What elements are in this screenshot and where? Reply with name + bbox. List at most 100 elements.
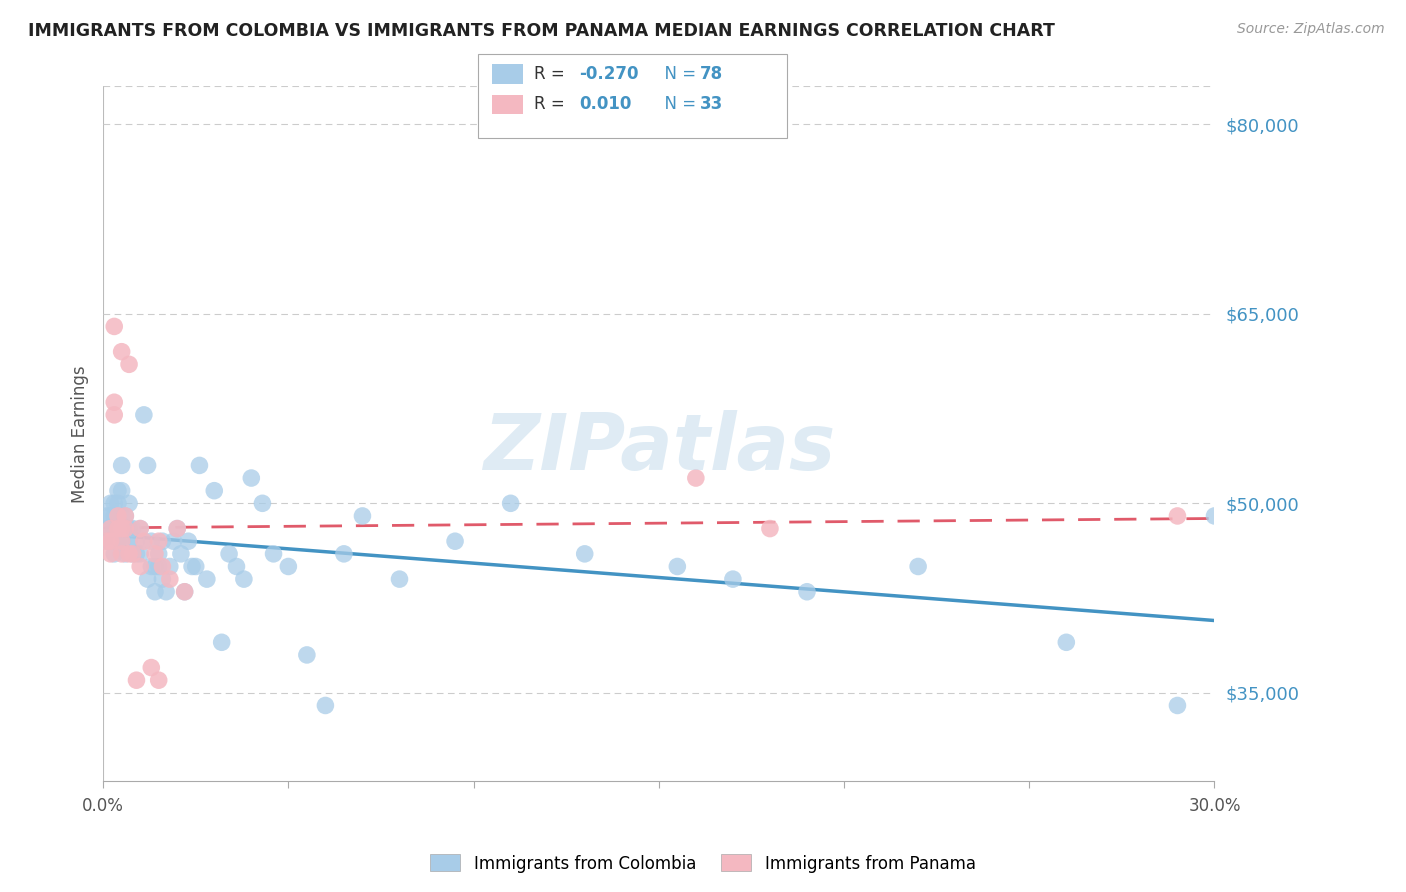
Point (499, 496, 522, 510)
Point (159, 572, 181, 586)
Point (103, 508, 125, 523)
Point (907, 559, 929, 574)
Text: 78: 78 (700, 65, 723, 83)
Point (114, 508, 136, 523)
Point (100, 508, 122, 523)
Point (111, 508, 134, 523)
Point (125, 534, 148, 549)
Point (685, 471, 707, 485)
Point (107, 522, 129, 536)
Point (118, 547, 141, 561)
Point (118, 496, 141, 510)
Point (1166, 508, 1188, 523)
Point (143, 547, 166, 561)
Point (114, 522, 136, 536)
Point (166, 522, 188, 536)
Point (96, 508, 118, 523)
Point (184, 559, 207, 574)
Point (141, 559, 163, 574)
Point (100, 534, 122, 549)
Point (100, 496, 122, 510)
Point (152, 559, 174, 574)
Point (152, 534, 174, 549)
Text: R =: R = (534, 95, 575, 113)
Point (143, 559, 166, 574)
Point (759, 522, 782, 536)
Point (225, 559, 247, 574)
Point (129, 559, 152, 574)
Point (107, 483, 129, 498)
Point (114, 547, 136, 561)
Point (107, 522, 129, 536)
Point (444, 534, 467, 549)
Text: R =: R = (534, 65, 571, 83)
Point (121, 547, 143, 561)
Point (388, 572, 411, 586)
Point (100, 522, 122, 536)
Point (148, 673, 170, 688)
Y-axis label: Median Earnings: Median Earnings (72, 365, 89, 502)
Point (96, 522, 118, 536)
Text: 33: 33 (700, 95, 724, 113)
Point (121, 522, 143, 536)
Text: N =: N = (654, 65, 702, 83)
Point (136, 572, 159, 586)
Point (111, 483, 134, 498)
Legend: Immigrants from Colombia, Immigrants from Panama: Immigrants from Colombia, Immigrants fro… (423, 847, 983, 880)
Point (721, 572, 744, 586)
Text: 0.010: 0.010 (579, 95, 631, 113)
Point (118, 522, 141, 536)
Point (129, 522, 152, 536)
Point (100, 522, 122, 536)
Point (263, 547, 285, 561)
Point (333, 547, 356, 561)
Point (103, 534, 125, 549)
Point (103, 547, 125, 561)
Point (152, 572, 174, 586)
Point (148, 547, 170, 561)
Point (136, 458, 159, 473)
Point (173, 584, 195, 599)
Point (141, 660, 163, 674)
Point (114, 522, 136, 536)
Point (125, 673, 148, 688)
Point (666, 559, 689, 574)
Text: ZIPatlas: ZIPatlas (482, 409, 835, 486)
Point (103, 319, 125, 334)
Point (111, 458, 134, 473)
Point (132, 534, 155, 549)
Point (100, 534, 122, 549)
Point (100, 547, 122, 561)
Point (129, 522, 152, 536)
Point (162, 534, 184, 549)
Point (232, 572, 254, 586)
Point (103, 496, 125, 510)
Text: IMMIGRANTS FROM COLOMBIA VS IMMIGRANTS FROM PANAMA MEDIAN EARNINGS CORRELATION C: IMMIGRANTS FROM COLOMBIA VS IMMIGRANTS F… (28, 22, 1054, 40)
Point (166, 522, 188, 536)
Point (121, 547, 143, 561)
Point (96, 534, 118, 549)
Point (177, 534, 200, 549)
Point (796, 584, 818, 599)
Point (111, 522, 134, 536)
Point (277, 559, 299, 574)
Point (148, 534, 170, 549)
Point (170, 547, 193, 561)
Point (155, 584, 177, 599)
Point (118, 357, 141, 371)
Text: Source: ZipAtlas.com: Source: ZipAtlas.com (1237, 22, 1385, 37)
Point (132, 408, 155, 422)
Text: N =: N = (654, 95, 702, 113)
Point (107, 508, 129, 523)
Point (159, 559, 181, 574)
Point (195, 572, 218, 586)
Point (1054, 635, 1077, 649)
Point (295, 648, 318, 662)
Point (240, 471, 263, 485)
Point (202, 483, 225, 498)
Point (1166, 698, 1188, 713)
Text: -0.270: -0.270 (579, 65, 638, 83)
Point (96, 534, 118, 549)
Point (143, 584, 166, 599)
Point (125, 547, 148, 561)
